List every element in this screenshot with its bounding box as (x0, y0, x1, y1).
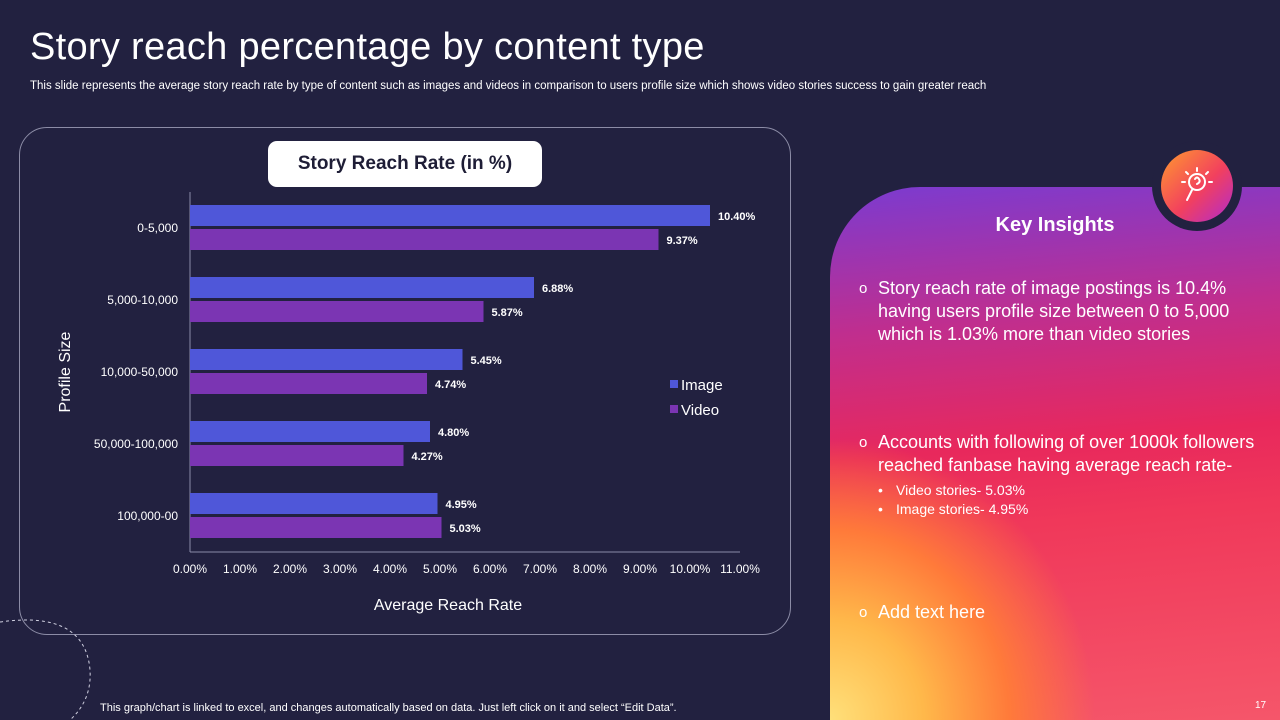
page-number: 17 (1255, 700, 1267, 711)
slide-subtitle: This slide represents the average story … (30, 80, 987, 92)
x-tick-label: 4.00% (373, 562, 407, 576)
insight-text: Story reach rate of image postings is 10… (878, 278, 1230, 344)
data-label: 10.40% (718, 211, 756, 223)
bullet-marker: o (859, 280, 868, 297)
x-tick-label: 9.00% (623, 562, 657, 576)
x-tick-label: 1.00% (223, 562, 257, 576)
insight-subitem: Video stories- 5.03% (878, 481, 1258, 500)
bar-image (190, 205, 710, 226)
x-tick-label: 0.00% (173, 562, 207, 576)
decorative-arc (0, 619, 91, 720)
category-label: 50,000-100,000 (94, 437, 178, 451)
data-label: 5.03% (450, 523, 481, 535)
x-tick-label: 3.00% (323, 562, 357, 576)
legend-swatch (670, 380, 678, 388)
category-label: 10,000-50,000 (101, 365, 179, 379)
slide-title: Story reach percentage by content type (30, 26, 705, 68)
data-label: 4.95% (446, 499, 477, 511)
chart-panel (19, 127, 791, 635)
insight-item: o Story reach rate of image postings is … (859, 277, 1258, 346)
bar-video (190, 229, 659, 250)
lightbulb-magnifier-icon (1161, 150, 1233, 222)
insight-subitem: Image stories- 4.95% (878, 500, 1258, 519)
bar-video (190, 445, 404, 466)
legend-label: Image (681, 377, 723, 394)
data-label: 9.37% (667, 235, 698, 247)
category-label: 0-5,000 (137, 221, 178, 235)
x-axis-title: Average Reach Rate (374, 597, 522, 614)
bar-video (190, 373, 427, 394)
insight-item: o Add text here (859, 601, 1258, 624)
data-label: 5.45% (471, 355, 502, 367)
legend-label: Video (681, 402, 719, 419)
y-axis-title: Profile Size (57, 331, 74, 412)
chart-title: Story Reach Rate (in %) (268, 141, 542, 187)
insight-sublist: Video stories- 5.03% Image stories- 4.95… (878, 481, 1258, 519)
category-label: 5,000-10,000 (107, 293, 178, 307)
bar-image (190, 421, 430, 442)
data-label: 6.88% (542, 283, 573, 295)
x-tick-label: 6.00% (473, 562, 507, 576)
insight-text: Accounts with following of over 1000k fo… (878, 432, 1255, 475)
bar-image (190, 277, 534, 298)
insight-text: Add text here (878, 602, 986, 622)
bar-image (190, 349, 463, 370)
insight-item: o Accounts with following of over 1000k … (859, 431, 1258, 519)
bullet-marker: o (859, 434, 868, 451)
x-tick-label: 8.00% (573, 562, 607, 576)
data-label: 4.27% (412, 451, 443, 463)
bar-image (190, 493, 438, 514)
x-tick-label: 7.00% (523, 562, 557, 576)
data-label: 4.80% (438, 427, 469, 439)
data-label: 5.87% (492, 307, 523, 319)
insights-title: Key Insights (995, 214, 1115, 236)
bar-chart: 0-5,000 10.40% 9.37% 5,000-10,000 6.88% 5.87%… (57, 192, 760, 614)
key-insights-panel (830, 187, 1280, 720)
bar-video (190, 301, 484, 322)
x-tick-label: 11.00% (720, 562, 760, 576)
footnote: This graph/chart is linked to excel, and… (100, 702, 677, 714)
bullet-marker: o (859, 604, 868, 621)
data-label: 4.74% (435, 379, 466, 391)
bar-video (190, 517, 442, 538)
legend-swatch (670, 405, 678, 413)
x-tick-label: 10.00% (670, 562, 711, 576)
x-tick-label: 2.00% (273, 562, 307, 576)
x-tick-label: 5.00% (423, 562, 457, 576)
category-label: 100,000-00 (117, 509, 178, 523)
